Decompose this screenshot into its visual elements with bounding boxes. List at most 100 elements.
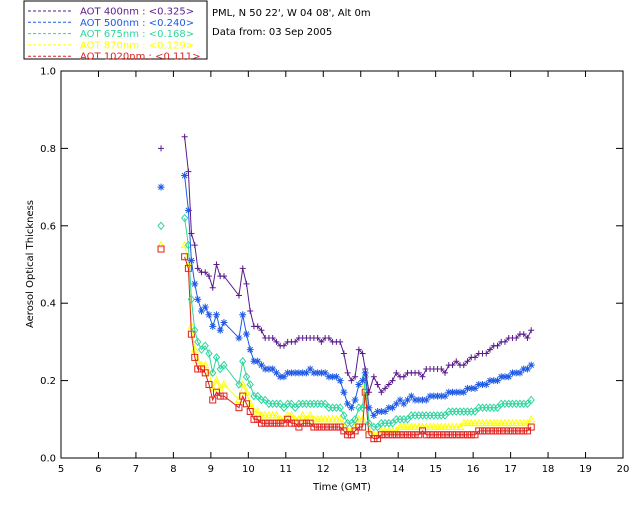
data-point-asterisk [317,369,325,377]
data-point-asterisk [181,171,189,179]
data-point-diamond [261,395,269,405]
data-point-asterisk [392,400,400,408]
data-point-diamond [365,418,373,428]
y-tick-label: 0.0 [40,454,56,465]
data-point-square [374,435,382,443]
data-point-triangle [527,414,536,423]
data-point-diamond [246,380,254,389]
data-point-square [347,431,355,439]
data-point-asterisk [460,388,468,396]
data-point-diamond [358,403,367,412]
data-point-square [184,264,192,272]
data-point-plus [202,269,209,276]
legend-entry: AOT 1020nm : <0.111> [80,52,200,63]
data-point-triangle [287,410,296,419]
data-point-diamond [201,341,209,351]
data-point-plus [340,350,347,357]
data-point-square [314,423,322,431]
data-point-diamond [216,364,224,374]
data-point-plus [292,338,299,345]
data-point-square [306,419,314,427]
y-tick-label: 0.6 [40,221,56,232]
data-point-asterisk [332,373,340,381]
data-point-square [198,365,205,373]
data-point-asterisk [306,365,314,373]
data-point-plus [385,381,392,388]
data-point-square [359,423,367,431]
data-point-triangle [157,240,166,249]
data-point-square [287,419,295,427]
data-point-asterisk [404,396,412,404]
data-point-plus [247,307,254,314]
data-point-diamond [321,399,329,409]
data-point-square [310,423,318,431]
data-point-plus [528,327,535,334]
data-point-square [460,431,468,439]
data-point-asterisk [242,330,250,338]
data-point-plus [370,373,377,380]
data-point-asterisk [191,280,199,288]
data-point-asterisk [501,373,509,381]
data-point-asterisk [464,384,472,392]
data-point-square [302,419,310,427]
data-point-square [419,427,427,435]
data-point-square [212,388,220,396]
data-point-asterisk [441,392,449,400]
data-point-triangle [351,422,360,431]
data-point-asterisk [479,380,486,388]
data-point-square [449,431,457,439]
data-point-asterisk [396,396,404,404]
legend-entry: AOT 675nm : <0.168> [80,29,194,40]
data-point-square [471,431,479,439]
data-point-square [527,423,535,431]
data-point-square [332,423,340,431]
data-point-triangle [279,414,288,423]
data-point-plus [318,338,325,345]
data-point-diamond [523,399,532,409]
data-point-plus [314,335,321,342]
data-point-asterisk [220,319,228,327]
data-point-square [520,427,528,435]
data-point-triangle [455,422,465,431]
data-point-plus [239,265,246,272]
data-point-asterisk [452,388,460,396]
data-point-asterisk [512,369,520,377]
data-point-square [512,427,520,435]
data-point-triangle [219,379,229,388]
x-tick-label: 12 [317,464,330,475]
data-point-asterisk [434,392,442,400]
data-point-plus [355,346,362,353]
data-point-asterisk [482,380,490,388]
data-point-asterisk [520,365,528,373]
data-point-square [523,427,531,435]
data-point-square [464,431,472,439]
data-point-asterisk [302,369,310,377]
data-point-asterisk [361,369,369,377]
data-point-asterisk [265,365,273,373]
data-point-diamond [403,415,412,424]
series-layer [157,133,536,443]
data-point-plus [158,145,165,152]
data-point-asterisk [365,404,373,412]
data-point-asterisk [456,388,464,396]
data-point-asterisk [187,257,195,265]
data-point-triangle [246,399,255,407]
data-point-plus [269,335,276,342]
data-point-triangle [339,422,348,431]
data-point-plus [382,385,389,392]
data-point-plus [352,373,359,380]
data-point-asterisk [497,373,505,381]
data-point-asterisk [493,377,501,385]
data-point-square [329,423,337,431]
data-point-asterisk [287,369,295,377]
data-point-square [242,400,250,408]
data-point-square [209,396,217,404]
data-point-asterisk [385,404,393,412]
data-point-square [295,423,303,431]
data-point-plus [220,273,227,280]
data-point-plus [348,377,355,384]
data-point-square [355,423,363,431]
x-tick-label: 5 [58,464,64,475]
data-point-diamond [351,415,359,424]
